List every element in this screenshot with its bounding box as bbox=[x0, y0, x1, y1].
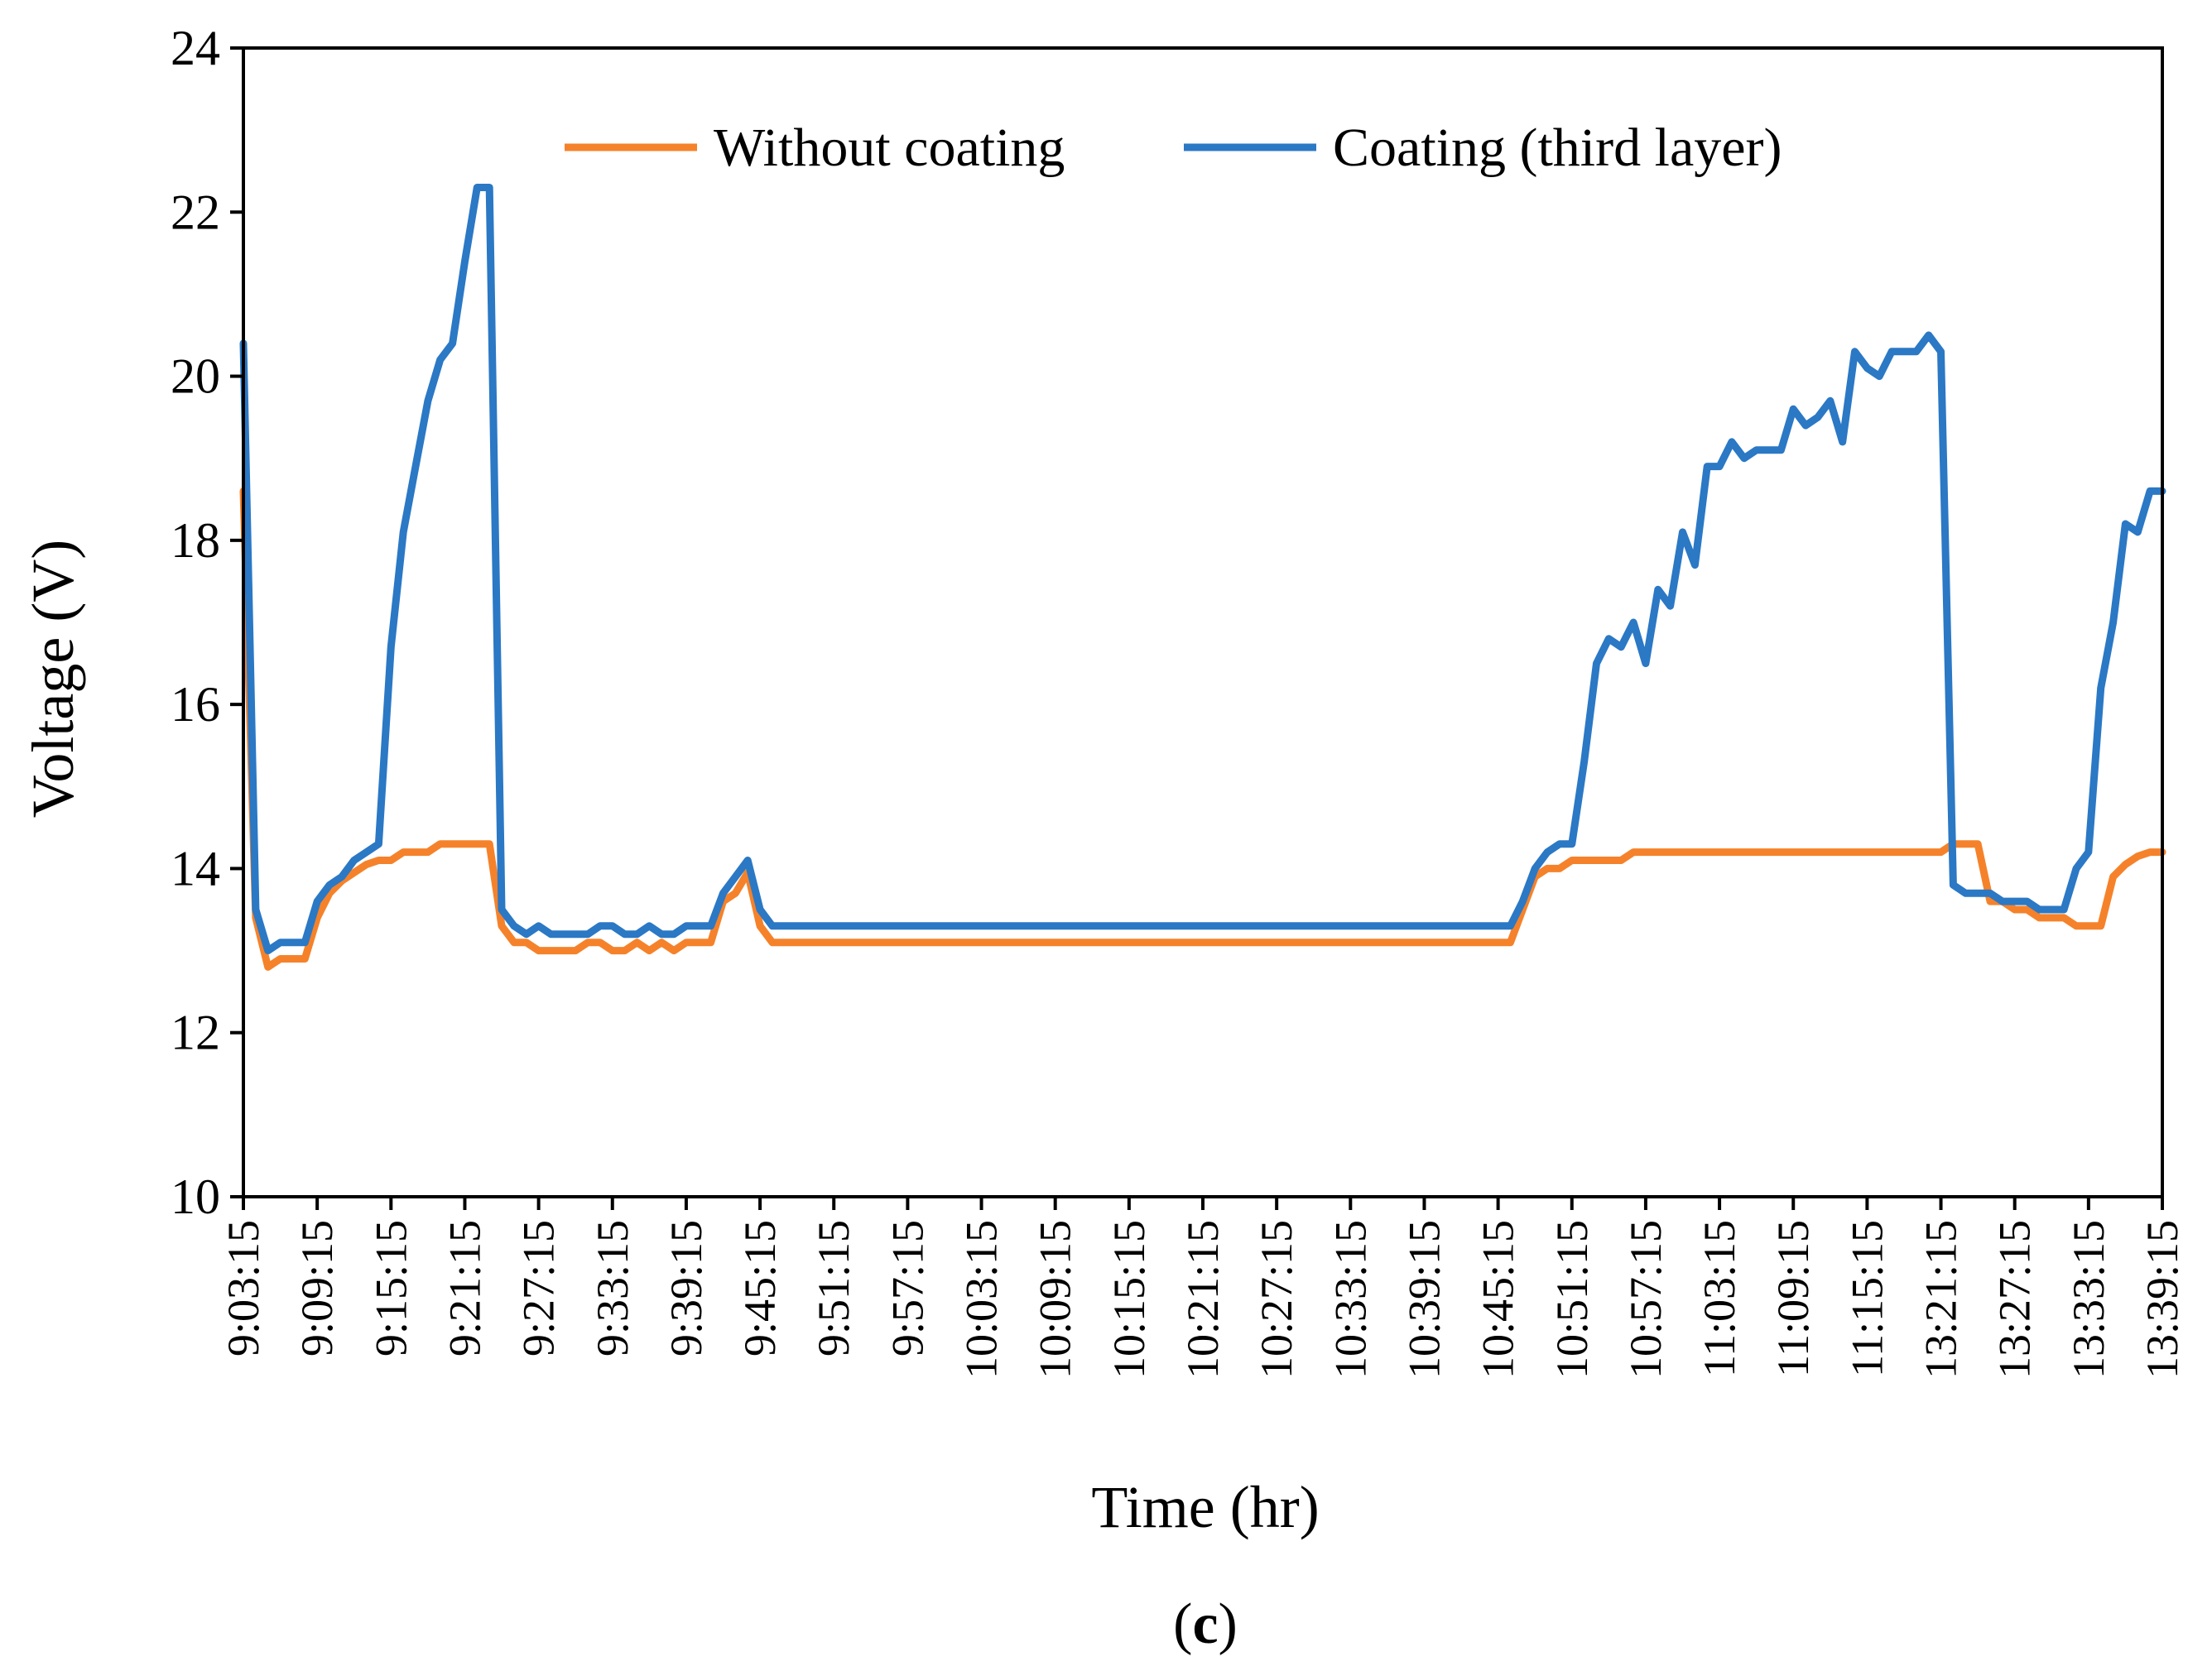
x-tick-label: 9:57:15 bbox=[882, 1220, 932, 1356]
x-tick-label: 10:15:15 bbox=[1104, 1220, 1154, 1379]
x-tick-label: 9:45:15 bbox=[735, 1220, 785, 1356]
y-tick-label: 22 bbox=[171, 185, 220, 239]
x-tick-label: 9:03:15 bbox=[219, 1220, 268, 1356]
y-tick-label: 18 bbox=[171, 513, 220, 568]
x-tick-label: 13:27:15 bbox=[1990, 1220, 2040, 1379]
legend: Without coating Coating (third layer) bbox=[565, 118, 1782, 178]
x-tick-label: 10:39:15 bbox=[1399, 1220, 1449, 1379]
x-tick-label: 9:39:15 bbox=[661, 1220, 711, 1356]
y-tick-label: 14 bbox=[171, 841, 220, 896]
x-axis-title: Time (hr) bbox=[1091, 1474, 1319, 1540]
x-tick-label: 9:51:15 bbox=[809, 1220, 858, 1356]
x-tick-label: 9:15:15 bbox=[366, 1220, 416, 1356]
figure-caption: (c) bbox=[1173, 1592, 1238, 1656]
legend-label-without-coating: Without coating bbox=[714, 118, 1065, 178]
x-tick-label: 10:51:15 bbox=[1547, 1220, 1597, 1379]
x-tick-label: 13:21:15 bbox=[1916, 1220, 1966, 1379]
x-tick-label: 13:39:15 bbox=[2137, 1220, 2187, 1379]
x-tick-label: 10:27:15 bbox=[1252, 1220, 1301, 1379]
x-tick-label: 10:57:15 bbox=[1621, 1220, 1671, 1379]
y-tick-label: 10 bbox=[171, 1169, 220, 1224]
x-tick-label: 9:21:15 bbox=[440, 1220, 489, 1356]
x-tick-label: 10:33:15 bbox=[1325, 1220, 1375, 1379]
x-tick-label: 11:15:15 bbox=[1842, 1220, 1892, 1377]
y-tick-label: 16 bbox=[171, 677, 220, 732]
y-tick-label: 24 bbox=[171, 21, 220, 75]
x-tick-label: 10:03:15 bbox=[957, 1220, 1007, 1379]
x-tick-label: 9:09:15 bbox=[292, 1220, 342, 1356]
x-tick-label: 13:33:15 bbox=[2064, 1220, 2113, 1379]
plot-area: 10 12 14 16 18 20 22 24 9:03:15 9:09:15 9:15:15 9:2… bbox=[171, 21, 2187, 1379]
x-tick-label: 11:09:15 bbox=[1768, 1220, 1818, 1377]
x-tick-label: 10:21:15 bbox=[1178, 1220, 1228, 1379]
series-line-without-coating bbox=[239, 487, 2166, 971]
x-tick-label: 10:45:15 bbox=[1474, 1220, 1523, 1379]
legend-label-coating-third-layer: Coating (third layer) bbox=[1333, 118, 1782, 178]
x-tick-label: 11:03:15 bbox=[1695, 1220, 1744, 1377]
x-tick-label: 9:27:15 bbox=[514, 1220, 564, 1356]
y-axis-title: Voltage (V) bbox=[20, 540, 86, 819]
plot-frame bbox=[242, 46, 2164, 1198]
x-tick-label: 9:33:15 bbox=[588, 1220, 637, 1356]
series-line-coating-third-layer bbox=[239, 184, 2166, 955]
x-tick-label: 10:09:15 bbox=[1031, 1220, 1080, 1379]
y-tick-label: 12 bbox=[171, 1006, 220, 1060]
y-tick-label: 20 bbox=[171, 349, 220, 404]
